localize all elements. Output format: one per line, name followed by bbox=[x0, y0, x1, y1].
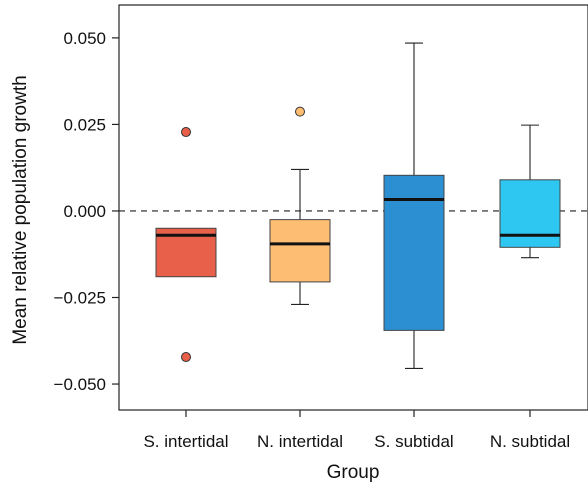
outlier-point bbox=[181, 352, 191, 363]
box-group bbox=[155, 127, 217, 363]
boxes-layer bbox=[155, 42, 561, 370]
box-group bbox=[383, 42, 445, 370]
y-tick-label: 0.000 bbox=[63, 202, 106, 221]
x-tick-label: N. intertidal bbox=[257, 432, 343, 451]
box-body bbox=[269, 219, 331, 283]
y-tick-label: −0.025 bbox=[54, 289, 106, 308]
outlier-point bbox=[295, 106, 305, 117]
plot-frame bbox=[118, 4, 588, 411]
x-tick-label: N. subtidal bbox=[490, 432, 570, 451]
x-tick-label: S. subtidal bbox=[374, 432, 453, 451]
outlier-point bbox=[181, 127, 191, 138]
axes-layer: −0.050 −0.025 0.000 0.025 0.050 S. intertidal… bbox=[54, 29, 571, 451]
y-tick-label: −0.050 bbox=[54, 375, 106, 394]
box-body bbox=[383, 174, 445, 331]
box-group bbox=[269, 106, 331, 305]
y-tick-label: 0.025 bbox=[63, 115, 106, 134]
box-body bbox=[499, 179, 561, 248]
x-tick-label: S. intertidal bbox=[143, 432, 228, 451]
x-axis-title: Group bbox=[327, 462, 380, 483]
box-group bbox=[499, 124, 561, 259]
y-axis-title: Mean relative population growth bbox=[10, 75, 31, 344]
y-tick-label: 0.050 bbox=[63, 29, 106, 48]
